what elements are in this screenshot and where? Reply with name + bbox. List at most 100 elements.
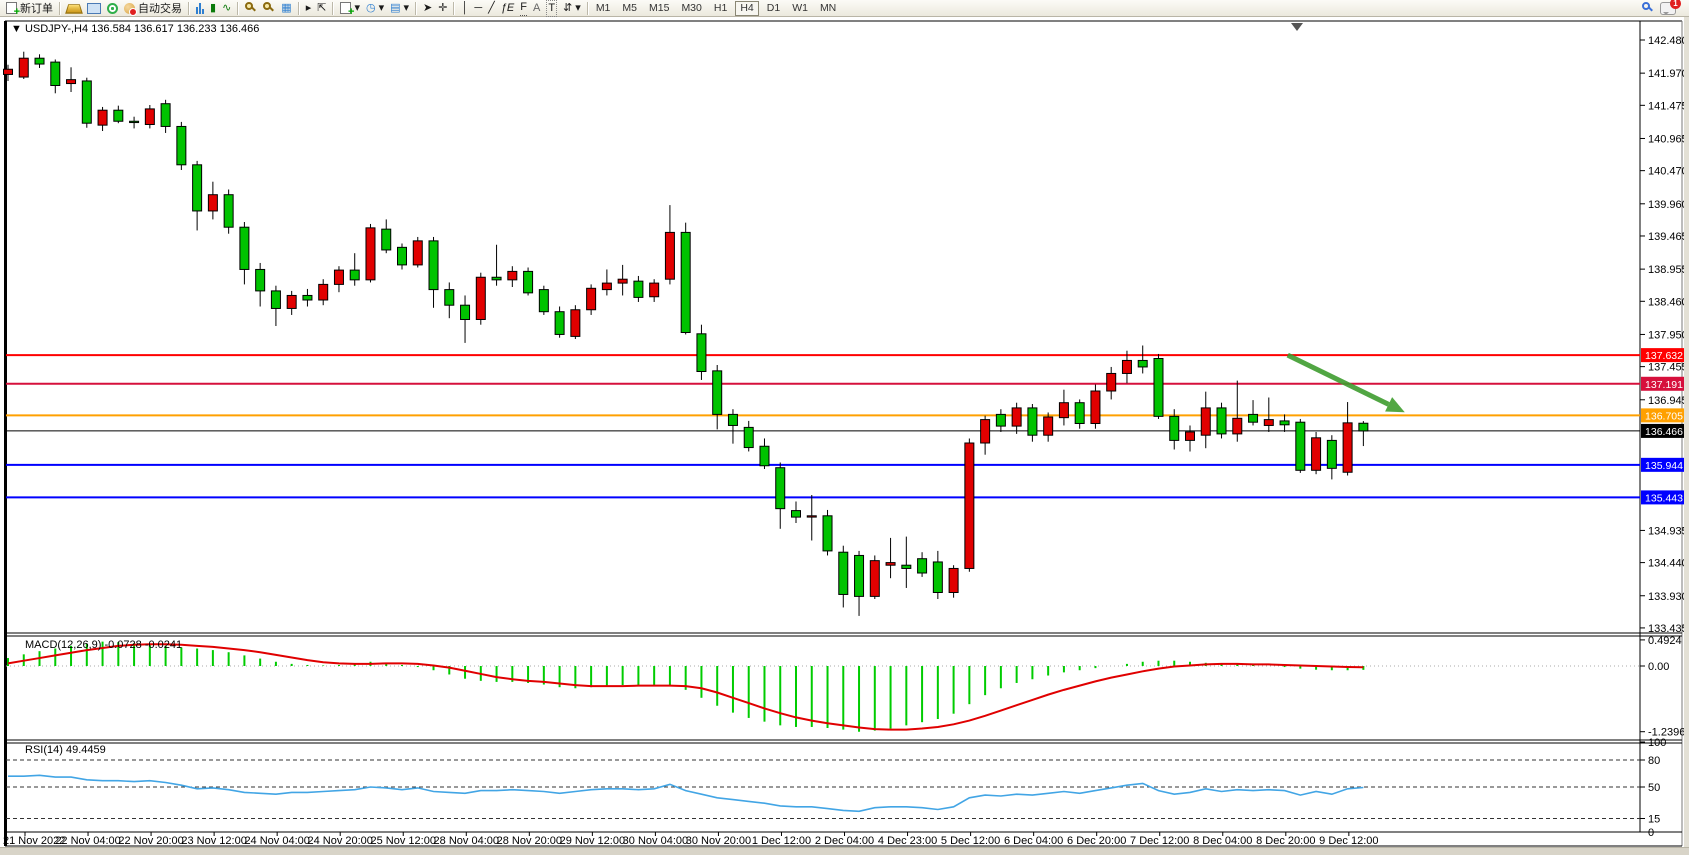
search-button[interactable] (1639, 1, 1657, 16)
candle-body (664, 231, 675, 280)
bar-chart-button[interactable] (193, 1, 207, 16)
candle-body (1058, 402, 1069, 419)
candle-body (381, 228, 392, 251)
timeframe-button-m1[interactable]: M1 (595, 1, 611, 14)
timeframe-button-m30[interactable]: M30 (681, 1, 702, 14)
auto-trading-button[interactable]: 自动交易 (121, 1, 185, 16)
rsi-line (8, 774, 1364, 813)
mail-icon (87, 2, 101, 14)
candle-body (66, 79, 77, 85)
cursor-tool-button[interactable]: ➤ (420, 1, 435, 16)
candle-body (1106, 372, 1117, 392)
crosshair-tool-button[interactable]: ✛ (435, 1, 450, 16)
vertical-line-icon: │ (461, 1, 469, 14)
timeframe-button-d1[interactable]: D1 (766, 1, 781, 14)
chart-shift-marker[interactable] (1291, 23, 1303, 31)
price-level-badge-label: 135.944 (1645, 460, 1683, 472)
price-tick-label: 141.475 (1648, 100, 1688, 112)
collapse-icon[interactable]: ▼ (11, 23, 22, 35)
candle-body (1169, 415, 1180, 441)
label-tool-button[interactable]: T (543, 0, 560, 17)
templates-button[interactable]: ▤ ▾ (387, 1, 412, 16)
trend-arrow-head[interactable] (1385, 397, 1405, 413)
text-tool-button[interactable]: A (530, 1, 543, 16)
trendline-tool-button[interactable]: ╱ (485, 1, 498, 16)
candle-body (775, 467, 786, 510)
new-order-icon (6, 2, 20, 18)
zoom-out-icon (263, 2, 275, 14)
candle-body (570, 309, 581, 337)
auto-scroll-icon: ▸ (305, 1, 312, 14)
timeframe-button-h1[interactable]: H1 (713, 1, 728, 14)
candle-body (727, 413, 738, 426)
separator (415, 1, 418, 15)
time-tick-label: 24 Nov 04:00 (244, 835, 309, 847)
candle-body (349, 269, 360, 281)
periodicity-button[interactable]: ◷ ▾ (363, 1, 387, 16)
price-level-badge-label: 136.705 (1645, 410, 1683, 422)
fibonacci-tool-button[interactable]: ƒE (498, 1, 517, 16)
candle-body (901, 564, 912, 569)
line-chart-icon: ∿ (222, 1, 232, 14)
timeframe-button-h4[interactable]: H4 (735, 0, 759, 16)
fibo-fan-tool-button[interactable]: F (517, 1, 530, 16)
timeframe-button-mn[interactable]: MN (819, 1, 837, 14)
timeframe-button-w1[interactable]: W1 (792, 1, 808, 14)
candle-body (822, 515, 833, 552)
candle-body (838, 551, 849, 595)
zoom-in-button[interactable] (242, 1, 260, 16)
rsi-axis-label: 15 (1648, 814, 1660, 826)
candle-body (50, 61, 61, 86)
separator (453, 1, 456, 15)
trend-arrow[interactable] (1286, 352, 1390, 407)
chart-shift-button[interactable]: ⇱ (314, 1, 329, 16)
candle-body (1137, 359, 1148, 368)
candle-body (601, 282, 612, 291)
rsi-indicator-label: RSI(14) 49.4459 (25, 744, 106, 756)
cursor-icon: ➤ (423, 1, 433, 14)
data-window-button[interactable] (84, 1, 104, 16)
signals-button[interactable] (104, 1, 121, 16)
candle-body (1216, 407, 1227, 435)
chart-window[interactable]: 142.480 141.970 141.475 140.965 140.470 139.9… (0, 17, 1689, 855)
line-chart-button[interactable]: ∿ (219, 1, 234, 16)
auto-scroll-button[interactable]: ▸ (303, 1, 315, 16)
time-tick-label: 30 Nov 04:00 (623, 835, 688, 847)
tile-windows-button[interactable]: ▦ (278, 1, 294, 16)
time-tick-label: 6 Dec 20:00 (1067, 835, 1126, 847)
candle-body (1121, 359, 1132, 374)
notifications-button[interactable]: 1 (1657, 0, 1681, 16)
candle-body (696, 333, 707, 372)
candle-chart-button[interactable]: ▮ (207, 1, 219, 16)
timeframe-button-m15[interactable]: M15 (649, 1, 670, 14)
zoom-out-button[interactable] (260, 1, 278, 16)
candle-body (507, 270, 518, 281)
price-tick-label: 133.435 (1648, 623, 1688, 635)
horizontal-line-tool-button[interactable]: ─ (471, 1, 485, 16)
price-tick-label: 140.470 (1648, 166, 1688, 178)
price-tick-label: 142.480 (1648, 35, 1688, 47)
price-level-badge (1641, 457, 1688, 472)
candle-body (460, 304, 471, 321)
candle-body (1027, 407, 1038, 436)
chart-canvas[interactable]: 142.480 141.970 141.475 140.965 140.470 139.9… (0, 17, 1689, 855)
timeframe-button-m5[interactable]: M5 (622, 1, 637, 14)
candle-body (948, 567, 959, 594)
gold-icon (65, 4, 83, 14)
new-order-button[interactable]: 新订单 (3, 1, 56, 18)
candle-body (302, 294, 313, 301)
candle-body (680, 231, 691, 333)
zoom-in-icon (245, 2, 257, 14)
shapes-tool-button[interactable]: ⇵ ▾ (560, 1, 584, 16)
candle-body (649, 282, 660, 298)
candle-body (192, 164, 203, 212)
auto-trading-icon (124, 2, 137, 16)
time-tick-label: 25 Nov 12:00 (371, 835, 436, 847)
vertical-line-tool-button[interactable]: │ (458, 1, 471, 16)
separator (59, 1, 61, 15)
new-chart-button[interactable]: ▾ (337, 1, 363, 18)
market-watch-button[interactable] (64, 1, 84, 16)
horizontal-scrollbar[interactable] (0, 847, 1689, 855)
candle-body (428, 240, 439, 291)
macd-axis-label: 0.00 (1648, 661, 1669, 673)
